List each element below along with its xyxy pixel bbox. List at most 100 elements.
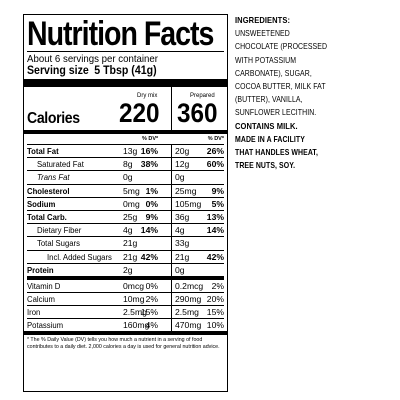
amount-prepared: 470mg: [175, 320, 202, 331]
serving-size-label: Serving size: [27, 65, 89, 77]
amount-prepared: 36g: [175, 211, 190, 222]
column-separator: [171, 171, 172, 184]
column-separator: [171, 292, 172, 306]
dv-dry: 0%: [145, 198, 158, 209]
dv-dry: 1%: [145, 185, 158, 196]
calories-label: Calories: [27, 110, 80, 127]
column-separator: [171, 319, 172, 332]
facility-statement: MADE IN A FACILITY THAT HANDLES WHEAT, TRE…: [235, 133, 382, 173]
serving-size: Serving size 5 Tbsp (41g): [27, 65, 208, 77]
allergen-contains: CONTAINS MILK.: [235, 121, 298, 131]
amount-dry: 0mcg: [123, 280, 145, 291]
dv-prepared: 60%: [206, 159, 224, 170]
nutrient-label: Trans Fat: [37, 172, 70, 183]
nutrient-label: Incl. Added Sugars: [47, 251, 112, 262]
amount-dry: 25g: [123, 211, 138, 222]
thick-divider: [24, 79, 227, 87]
dv-dry: 2%: [145, 293, 158, 304]
nutrient-row: Saturated Fat 8g 38% 12g 60%: [27, 157, 224, 171]
vitamin-row: Vitamin D 0mcg 0% 0.2mcg 2%: [27, 275, 224, 292]
dv-dry: 0%: [145, 280, 158, 291]
dv-header: % DV* % DV*: [27, 134, 224, 144]
facility-line: MADE IN A FACILITY: [235, 134, 305, 144]
nutrient-row: Trans Fat 0g 0g: [27, 170, 224, 184]
nutrient-label: Calcium: [27, 293, 55, 304]
nutrient-label: Vitamin D: [27, 280, 61, 291]
col-dry-mix-head: Dry mix: [137, 93, 158, 99]
nutrient-label: Total Carb.: [27, 211, 67, 222]
dv-dry: 38%: [140, 159, 158, 170]
nutrient-label: Protein: [27, 264, 54, 275]
col-prepared-head: Prepared: [190, 93, 215, 99]
amount-prepared: 25mg: [175, 185, 197, 196]
footnote-line-1: * The % Daily Value (DV) tells you how m…: [27, 337, 203, 344]
nutrient-row: Cholesterol 5mg 1% 25mg 9%: [27, 183, 224, 197]
amount-dry: 160mg: [123, 320, 150, 331]
amount-prepared: 20g: [175, 146, 190, 156]
ingredients-line: SUNFLOWER LECITHIN.: [235, 108, 317, 118]
nutrient-label: Sodium: [27, 198, 56, 209]
ingredients-list: UNSWEETENED CHOCOLATE (PROCESSED WITH POTA…: [235, 27, 382, 119]
amount-prepared: 4g: [175, 225, 185, 236]
dv-prepared: 42%: [206, 251, 224, 262]
amount-prepared: 0g: [175, 172, 185, 183]
nutrient-row: Protein 2g 0g: [27, 262, 224, 276]
column-headers: Dry mix Prepared: [27, 87, 224, 101]
servings-per-container: About 6 servings per container: [27, 53, 159, 65]
ingredients-line: CHOCOLATE (PROCESSED: [235, 42, 328, 52]
ingredients-heading: INGREDIENTS:: [235, 16, 291, 25]
vitamin-rows: Vitamin D 0mcg 0% 0.2mcg 2% Calcium 10mg 2% 290m…: [27, 275, 224, 332]
column-separator: [171, 279, 172, 292]
ingredients-line: CARBONATE), SUGAR,: [235, 68, 312, 78]
nutrient-row: Incl. Added Sugars 21g 42% 21g 42%: [27, 249, 224, 263]
amount-dry: 8g: [123, 159, 133, 170]
dv-dry: 14%: [140, 225, 158, 236]
dv-dry: 9%: [145, 211, 158, 222]
amount-dry: 5mg: [123, 185, 140, 196]
nutrient-rows: Total Fat 13g 16% 20g 26% Saturated Fat 8g 38% 1…: [27, 144, 224, 276]
dv-dry: 15%: [140, 307, 158, 318]
nutrient-label: Cholesterol: [27, 185, 70, 196]
nutrient-label: Dietary Fiber: [37, 225, 82, 236]
medium-divider: [24, 130, 227, 134]
dv-head-dry: % DV*: [142, 136, 159, 142]
dv-prepared: 13%: [206, 211, 224, 222]
ingredients-line: (BUTTER), VANILLA,: [235, 95, 303, 105]
ingredients-line: COCOA BUTTER, MILK FAT: [235, 82, 326, 92]
nutrient-row: Sodium 0mg 0% 105mg 5%: [27, 196, 224, 210]
amount-dry: 10mg: [123, 293, 145, 304]
nutrient-row: Total Carb. 25g 9% 36g 13%: [27, 209, 224, 224]
amount-dry: 2g: [123, 264, 133, 275]
nutrient-label: Saturated Fat: [37, 159, 84, 170]
column-separator: [171, 87, 172, 133]
dv-prepared: 5%: [211, 198, 224, 209]
column-separator: [171, 263, 172, 276]
footnote: * The % Daily Value (DV) tells you how m…: [24, 331, 227, 351]
amount-prepared: 0g: [175, 264, 185, 275]
nutrient-label: Iron: [27, 307, 41, 318]
vitamin-row: Iron 2.5mg 15% 2.5mg 15%: [27, 305, 224, 319]
calories-prepared: 360: [177, 98, 218, 128]
facility-line: THAT HANDLES WHEAT,: [235, 148, 318, 158]
column-separator: [171, 158, 172, 171]
calories-row: Calories 220 360: [27, 87, 224, 133]
column-separator: [171, 237, 172, 250]
nutrient-label: Total Fat: [27, 146, 59, 156]
amount-prepared: 12g: [175, 159, 190, 170]
amount-prepared: 2.5mg: [175, 307, 199, 318]
column-separator: [171, 145, 172, 158]
calories-dry: 220: [119, 98, 160, 128]
nutrition-title: Nutrition Facts: [27, 15, 214, 53]
column-separator: [171, 197, 172, 210]
column-separator: [171, 250, 172, 263]
column-separator: [171, 184, 172, 197]
dv-prepared: 10%: [206, 320, 224, 331]
dv-head-prepared: % DV*: [207, 136, 224, 142]
vitamin-row: Potassium 160mg 4% 470mg 10%: [27, 318, 224, 332]
ingredients-line: WITH POTASSIUM: [235, 55, 297, 65]
nutrient-row: Total Sugars 21g 33g: [27, 236, 224, 250]
dv-dry: 42%: [140, 251, 158, 262]
dv-dry: 4%: [145, 320, 158, 331]
amount-prepared: 105mg: [175, 198, 202, 209]
dv-prepared: 15%: [206, 307, 224, 318]
